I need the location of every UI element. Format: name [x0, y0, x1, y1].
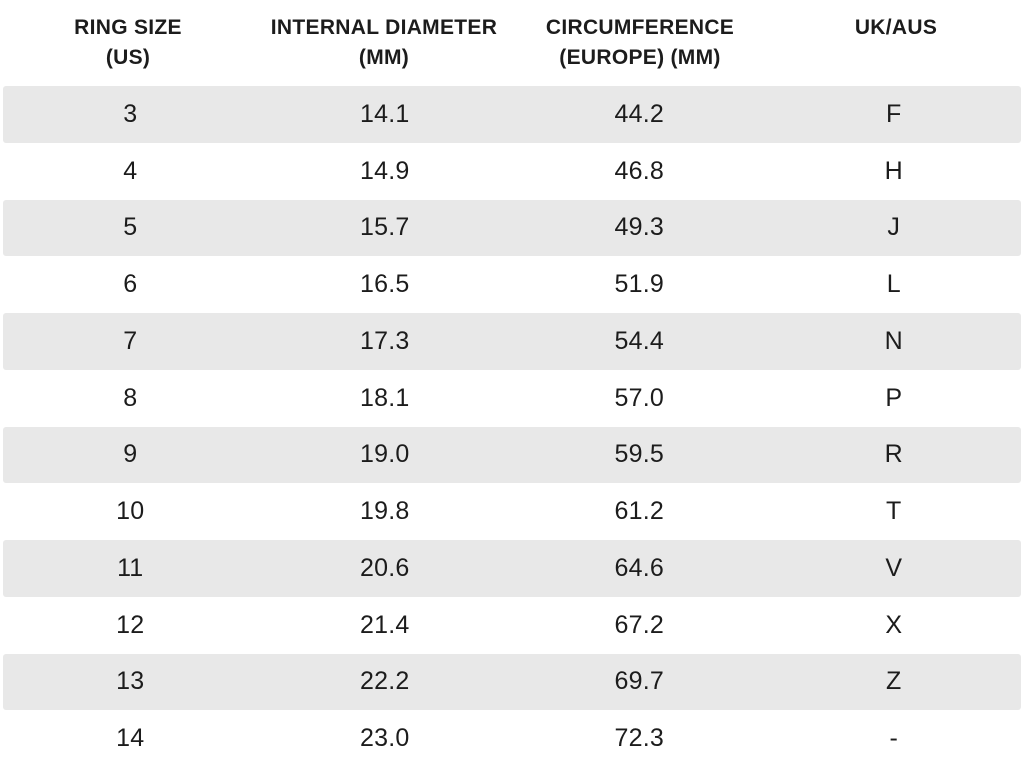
table-body: 3 14.1 44.2 F 4 14.9 46.8 H 5 15.7 49.3 J 6 16.5 51.9 L…	[0, 86, 1024, 767]
table-cell: 6	[123, 270, 138, 299]
column-header-label: CIRCUMFERENCE	[545, 16, 735, 39]
table-cell: X	[885, 610, 903, 639]
table-cell: 14.1	[360, 99, 410, 128]
table-row: 10 19.8 61.2 T	[3, 483, 1021, 540]
table-cell: J	[887, 213, 901, 242]
table-cell: 22.2	[360, 667, 410, 696]
column-header-label: INTERNAL DIAMETER	[270, 16, 498, 39]
table-cell: 72.3	[614, 724, 664, 753]
table-row: 8 18.1 57.0 P	[3, 370, 1021, 427]
table-cell: 14	[116, 724, 145, 753]
table-cell: 64.6	[614, 553, 664, 582]
table-cell: V	[885, 553, 903, 582]
table-cell: 9	[123, 440, 138, 469]
table-cell: 10	[116, 497, 145, 526]
table-cell: -	[889, 724, 899, 753]
table-cell: 11	[117, 553, 144, 582]
table-row: 3 14.1 44.2 F	[3, 86, 1021, 143]
table-cell: 61.2	[614, 497, 664, 526]
table-row: 5 15.7 49.3 J	[3, 199, 1021, 257]
table-cell: 14.9	[360, 156, 410, 185]
table-cell: 44.2	[614, 99, 664, 128]
table-cell: 17.3	[360, 326, 410, 355]
table-header: RING SIZE (US) INTERNAL DIAMETER (MM) CI…	[0, 0, 1024, 86]
table-row: 9 19.0 59.5 R	[3, 426, 1021, 484]
table-cell: H	[884, 156, 903, 185]
table-cell: 15.7	[360, 213, 410, 242]
table-cell: 13	[116, 667, 145, 696]
table-cell: 46.8	[614, 156, 664, 185]
table-row: 4 14.9 46.8 H	[3, 143, 1021, 200]
table-cell: 16.5	[360, 270, 410, 299]
table-cell: 54.4	[614, 326, 664, 355]
table-cell: 59.5	[614, 440, 664, 469]
table-cell: 4	[123, 156, 138, 185]
column-header-label: UK/AUS	[854, 16, 938, 39]
table-row: 11 20.6 64.6 V	[3, 540, 1021, 597]
table-cell: 23.0	[360, 724, 410, 753]
table-cell: T	[886, 497, 902, 526]
table-cell: 8	[123, 383, 138, 412]
column-header-sub: (EUROPE) (MM)	[559, 46, 721, 69]
table-row: 7 17.3 54.4 N	[3, 313, 1021, 370]
table-cell: P	[885, 383, 903, 412]
table-cell: 19.8	[360, 497, 410, 526]
table-cell: 19.0	[360, 440, 410, 469]
table-cell: R	[884, 440, 903, 469]
table-cell: 20.6	[360, 553, 410, 582]
table-cell: 5	[123, 213, 138, 242]
column-header-label: RING SIZE	[74, 16, 182, 39]
table-cell: 3	[123, 99, 138, 128]
column-header-sub: (MM)	[358, 46, 410, 69]
table-cell: Z	[886, 667, 902, 696]
table-row: 12 21.4 67.2 X	[3, 597, 1021, 654]
column-header-internal-diameter: INTERNAL DIAMETER (MM)	[256, 13, 512, 86]
table-cell: 21.4	[360, 610, 410, 639]
table-cell: 18.1	[360, 383, 410, 412]
column-header-ring-size: RING SIZE (US)	[0, 13, 256, 86]
table-row: 14 23.0 72.3 -	[3, 710, 1021, 767]
table-row: 13 22.2 69.7 Z	[3, 653, 1021, 711]
table-cell: 51.9	[614, 270, 664, 299]
table-row: 6 16.5 51.9 L	[3, 256, 1021, 313]
table-cell: 69.7	[614, 667, 664, 696]
table-cell: 7	[123, 326, 138, 355]
table-cell: N	[884, 326, 903, 355]
table-cell: L	[886, 270, 901, 299]
column-header-circumference: CIRCUMFERENCE (EUROPE) (MM)	[512, 13, 768, 86]
table-cell: 49.3	[614, 213, 664, 242]
table-cell: 67.2	[614, 610, 664, 639]
table-cell: 12	[116, 610, 145, 639]
table-cell: F	[886, 99, 902, 128]
column-header-sub: (US)	[105, 46, 151, 69]
table-cell: 57.0	[614, 383, 664, 412]
column-header-uk-aus: UK/AUS	[768, 13, 1024, 86]
